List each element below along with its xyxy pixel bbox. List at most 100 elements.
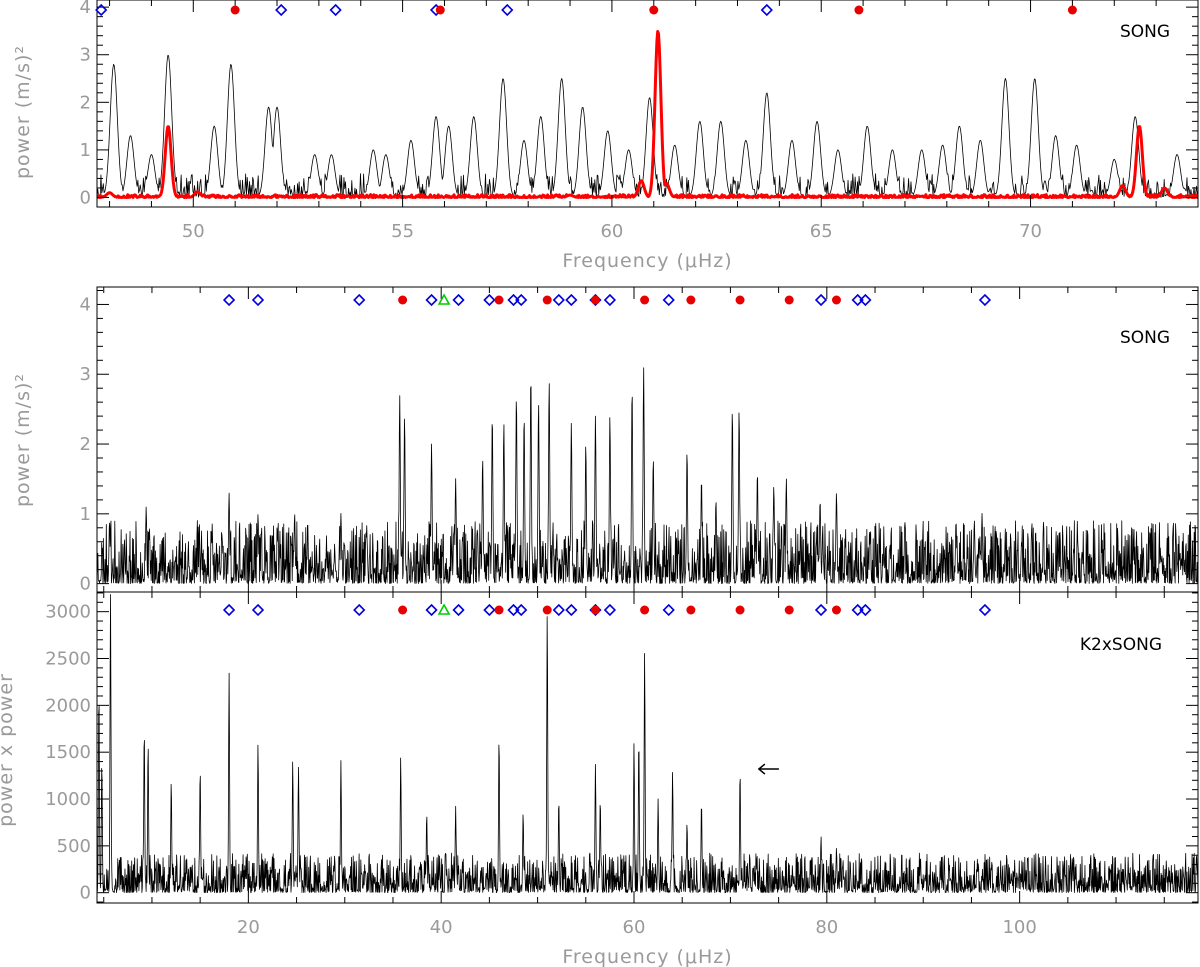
x-tick-label: 100 (1002, 917, 1036, 938)
y-tick-label: 4 (80, 294, 91, 315)
l1-diamond-marker (859, 293, 872, 307)
y-tick-label: 0 (80, 883, 91, 904)
y-tick-label: 0 (80, 574, 91, 595)
l0-circle-marker (784, 295, 794, 305)
x-tick-label: 60 (600, 221, 623, 242)
l1-diamond-marker (978, 293, 992, 307)
y-tick-label: 3000 (45, 602, 91, 623)
l1-diamond-marker (760, 3, 773, 17)
y-tick-label: 2 (80, 92, 91, 113)
l1-diamond-marker (222, 603, 236, 617)
l0-circle-marker (398, 605, 408, 615)
l2-triangle-marker (437, 293, 451, 305)
traces (97, 594, 1198, 894)
l0-circle-marker (1067, 5, 1077, 15)
l1-diamond-marker (603, 293, 617, 307)
panel-top: 0 1 2 3 4 50 55 60 65 70 Frequency (μHz) power (m/s… (12, 0, 1199, 272)
l0-circle-marker (398, 295, 408, 305)
l0-circle-marker (640, 605, 650, 615)
x-tick-label: 65 (810, 221, 833, 242)
l1-diamond-marker (814, 603, 828, 617)
l0-circle-marker (649, 5, 659, 15)
l0-circle-marker (735, 605, 745, 615)
l1-diamond-marker (425, 293, 438, 307)
l1-diamond-marker (978, 603, 992, 617)
x-tick-label: 80 (815, 917, 838, 938)
l1-diamond-marker (353, 293, 366, 307)
x-tick-label: 40 (430, 917, 453, 938)
l1-diamond-marker (329, 3, 342, 17)
y-tick-label: 2500 (45, 649, 91, 670)
l1-diamond-marker (565, 293, 578, 307)
y-axis-title: power x power (0, 673, 17, 827)
traces (97, 29, 1198, 199)
l0-circle-marker (230, 5, 240, 15)
l1-diamond-marker (275, 3, 288, 17)
series-line-smoothed (97, 29, 1198, 199)
l2-triangle-marker (437, 603, 451, 615)
y-axis-title: power (m/s)² (12, 373, 34, 507)
y-tick-label: 1000 (45, 789, 91, 810)
series-line-raw (97, 55, 1198, 198)
l0-circle-marker (854, 5, 864, 15)
l0-circle-marker (831, 295, 841, 305)
l1-diamond-marker (515, 603, 528, 617)
series-line-raw (97, 367, 1198, 585)
l1-diamond-marker (95, 3, 108, 17)
x-tick-label: 60 (623, 917, 646, 938)
panel-label: SONG (1120, 22, 1170, 42)
l1-diamond-marker (483, 603, 496, 617)
l1-diamond-marker (501, 3, 514, 17)
plot-frame (96, 591, 1199, 904)
l0-circle-marker (784, 605, 794, 615)
x-tick-label: 70 (1019, 221, 1042, 242)
l1-diamond-marker (452, 293, 465, 307)
l0-circle-marker (542, 605, 552, 615)
l0-circle-marker (590, 295, 600, 305)
x-axis-title: Frequency (μHz) (562, 250, 732, 272)
x-tick-label: 50 (182, 221, 205, 242)
l1-diamond-marker (859, 603, 872, 617)
y-tick-label: 3 (80, 364, 91, 385)
l1-diamond-marker (603, 603, 617, 617)
l0-circle-marker (686, 295, 696, 305)
l1-diamond-marker (251, 603, 265, 617)
x-axis-title: Frequency (μHz) (562, 946, 732, 967)
l0-circle-marker (435, 5, 445, 15)
l0-circle-marker (686, 605, 696, 615)
y-axis-title: power (m/s)² (12, 45, 34, 179)
y-tick-label: 2 (80, 434, 91, 455)
arrow-annotation (757, 763, 779, 775)
panel-bottom: 0 500 1000 1500 2000 2500 3000 20 40 60 80 100 Frequ… (0, 591, 1199, 967)
l0-circle-marker (590, 605, 600, 615)
y-tick-label: 1 (80, 504, 91, 525)
panel-label: SONG (1120, 328, 1170, 348)
series-line-raw (97, 594, 1198, 894)
traces (97, 367, 1198, 585)
l0-circle-marker (640, 295, 650, 305)
panel-label: K2xSONG (1080, 635, 1162, 655)
l1-diamond-marker (222, 293, 236, 307)
l1-diamond-marker (251, 293, 265, 307)
y-tick-label: 1 (80, 140, 91, 161)
l1-diamond-marker (552, 293, 565, 307)
x-tick-label: 20 (237, 917, 260, 938)
y-tick-label: 1500 (45, 742, 91, 763)
l1-diamond-marker (515, 293, 528, 307)
l1-diamond-marker (483, 293, 496, 307)
l0-circle-marker (494, 295, 504, 305)
l0-circle-marker (831, 605, 841, 615)
l1-diamond-marker (425, 603, 438, 617)
y-tick-label: 3 (80, 45, 91, 66)
l1-diamond-marker (552, 603, 565, 617)
y-tick-label: 500 (57, 836, 91, 857)
x-tick-label: 55 (391, 221, 414, 242)
l1-diamond-marker (814, 293, 828, 307)
l0-circle-marker (735, 295, 745, 305)
l0-circle-marker (494, 605, 504, 615)
panel-middle: 0 1 2 3 4 power (m/s)² SONG (12, 286, 1199, 595)
l1-diamond-marker (565, 603, 578, 617)
y-tick-label: 2000 (45, 695, 91, 716)
y-tick-label: 4 (80, 0, 91, 18)
